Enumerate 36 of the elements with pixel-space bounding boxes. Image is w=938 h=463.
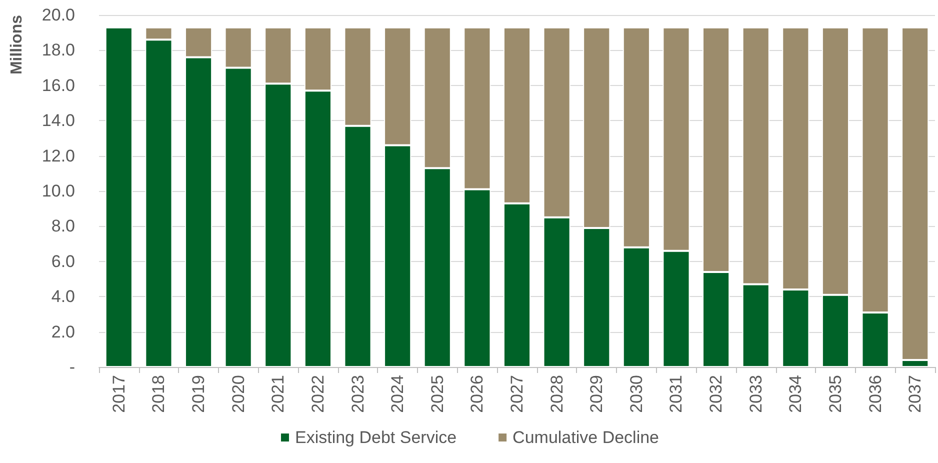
y-tick-label: 8.0 xyxy=(51,216,75,236)
x-tick-label: 2031 xyxy=(666,375,686,413)
x-tick-label: 2034 xyxy=(786,375,806,413)
x-tick-label: 2025 xyxy=(428,375,447,413)
x-tick-label: 2030 xyxy=(626,375,646,413)
x-tick-label: 2035 xyxy=(826,375,845,413)
legend-label: Existing Debt Service xyxy=(294,428,457,447)
x-tick-label: 2017 xyxy=(109,375,128,413)
y-tick-label: 4.0 xyxy=(51,287,75,306)
y-tick-label: - xyxy=(69,358,75,376)
x-tick-label: 2022 xyxy=(308,375,328,413)
y-tick-label: 14.0 xyxy=(42,111,75,130)
y-tick-label: 12.0 xyxy=(42,146,75,166)
bar xyxy=(105,27,132,367)
x-tick-label: 2021 xyxy=(268,375,288,413)
x-tick-label: 2028 xyxy=(547,375,566,413)
y-tick-label: 6.0 xyxy=(51,252,75,271)
x-tick-label: 2026 xyxy=(468,375,487,413)
y-tick-label: 20.0 xyxy=(42,6,75,24)
y-tick-label: 18.0 xyxy=(42,40,75,60)
x-tick-label: 2023 xyxy=(348,375,368,413)
x-tick-label: 2027 xyxy=(508,375,526,413)
x-tick-label: 2033 xyxy=(746,375,766,413)
y-tick-label: 10.0 xyxy=(42,182,75,200)
x-tick-label: 2024 xyxy=(388,375,408,413)
x-tick-label: 2037 xyxy=(906,375,925,413)
y-tick-label: 2.0 xyxy=(51,322,75,342)
legend-label: Cumulative Decline xyxy=(512,428,660,447)
x-tick-label: 2018 xyxy=(149,375,168,413)
x-tick-label: 2019 xyxy=(189,375,208,413)
x-tick-label: 2036 xyxy=(866,375,885,413)
y-axis-title: Millions xyxy=(8,14,26,75)
y-tick-label: 16.0 xyxy=(42,76,75,95)
x-tick-label: 2029 xyxy=(587,375,606,413)
x-tick-label: 2020 xyxy=(228,375,248,413)
x-tick-label: 2032 xyxy=(706,375,726,413)
